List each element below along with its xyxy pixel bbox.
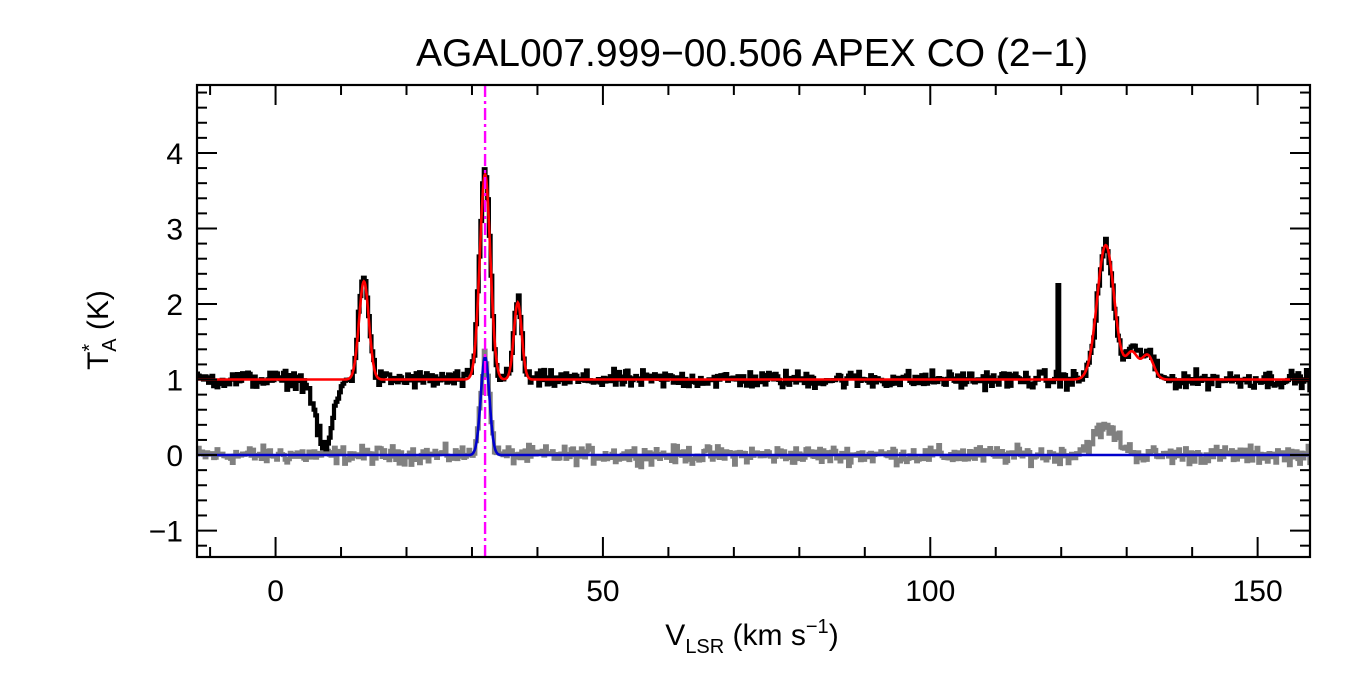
y-axis-label-rest: (K): [82, 290, 115, 338]
x-axis-label-rest: (km s: [724, 619, 806, 652]
y-axis-label-sup: *: [79, 344, 101, 352]
x-axis-label-sup: −1: [806, 616, 829, 638]
y-axis-label-sub: A: [99, 338, 121, 352]
x-axis-label-sub: LSR: [685, 636, 724, 658]
x-tick-label: 150: [1233, 575, 1283, 608]
x-tick-label: 100: [905, 575, 955, 608]
y-tick-label: 4: [166, 138, 183, 171]
plot-area: [197, 85, 1310, 557]
y-axis-label: T*A (K): [79, 290, 121, 370]
x-axis-label-main: V: [665, 619, 685, 652]
x-tick-label: 0: [267, 575, 284, 608]
x-tick-label: 50: [586, 575, 619, 608]
x-axis-label-end: ): [829, 619, 839, 652]
plot-frame: [195, 83, 1312, 559]
y-tick-label: 2: [166, 289, 183, 322]
chart-title: AGAL007.999−00.506 APEX CO (2−1): [416, 32, 1088, 75]
y-axis-label-main: T: [82, 352, 115, 370]
series-group: [197, 167, 1310, 470]
series-spectrum: [197, 167, 1310, 452]
axes: 0 50 100 150 −1 0 1 2 3 4: [149, 83, 1312, 608]
x-axis-label: VLSR (km s−1): [665, 616, 838, 658]
series-residual: [197, 348, 1310, 470]
series-fit-component: [197, 354, 1310, 457]
series-fit: [197, 170, 1310, 381]
y-tick-label: −1: [149, 516, 183, 549]
y-tick-label: 0: [166, 440, 183, 473]
y-tick-label: 1: [166, 365, 183, 398]
y-tick-label: 3: [166, 213, 183, 246]
